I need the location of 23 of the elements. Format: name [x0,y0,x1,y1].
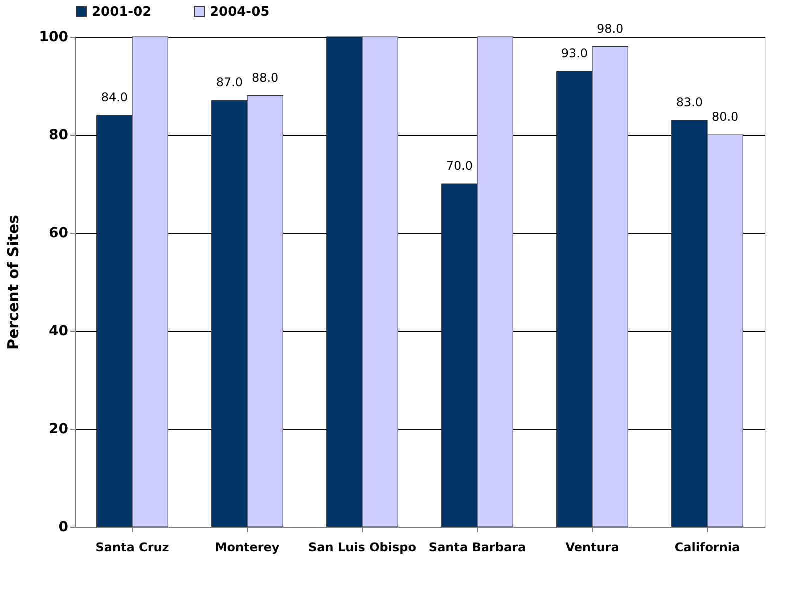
x-tick-label: Santa Barbara [428,540,526,554]
legend-label: 2001-02 [92,4,152,20]
y-tick-label: 100 [39,30,69,46]
data-label: 84.0 [101,90,128,104]
x-tick-label: Santa Cruz [96,540,170,554]
y-tick-label: 40 [49,324,69,340]
x-tick-label: Monterey [215,540,280,554]
data-label: 88.0 [252,70,279,85]
data-label: 98.0 [596,22,624,36]
legend-label: 2004-05 [210,4,270,20]
y-axis-title: Percent of Sites [4,214,22,350]
y-tick-label: 60 [49,226,69,242]
x-tick-label: Ventura [566,540,620,554]
x-tick-label: San Luis Obispo [308,540,416,554]
data-label: 87.0 [216,76,244,90]
data-label: 93.0 [561,46,588,60]
y-tick-label: 0 [58,520,69,536]
y-tick-label: 80 [49,128,69,144]
data-label: 70.0 [446,159,474,173]
x-tick-label: California [674,540,740,554]
data-label: 80.0 [712,110,739,124]
data-label: 83.0 [676,95,704,110]
y-tick-label: 20 [49,422,69,438]
